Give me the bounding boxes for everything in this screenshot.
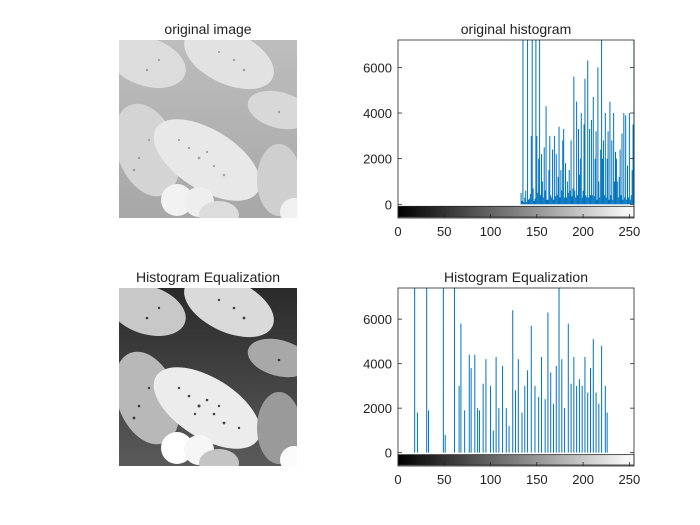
original-y-tick-label: 4000 <box>363 106 392 121</box>
original-y-tick-label: 0 <box>385 197 392 212</box>
equalized-image-title: Histogram Equalization <box>136 269 280 285</box>
original-x-tick-label: 200 <box>572 224 594 239</box>
original-image <box>119 40 297 218</box>
equalized-y-tick-label: 0 <box>385 446 392 461</box>
original-x-tick-label: 250 <box>619 224 641 239</box>
original-y-tick-label: 6000 <box>363 60 392 75</box>
equalized-image <box>119 288 297 466</box>
equalized-y-tick-label: 4000 <box>363 357 392 372</box>
original-x-tick-label: 100 <box>480 224 502 239</box>
equalized-x-tick-label: 250 <box>619 472 641 487</box>
equalized-x-tick-label: 100 <box>480 472 502 487</box>
equalized-image-panel: Histogram Equalization <box>119 269 297 466</box>
equalized-histogram-chart: Histogram Equalization 0 2000 4000 6000 0 50 1… <box>363 269 640 487</box>
original-histogram-colorbar <box>397 205 635 218</box>
original-histogram-chart: original histogram 0 2000 4000 6000 0 50 100 15… <box>363 21 640 239</box>
original-histogram-axes-box <box>397 39 635 219</box>
original-histogram-title: original histogram <box>461 21 572 37</box>
equalized-x-tick-label: 50 <box>437 472 451 487</box>
equalized-x-tick-label: 150 <box>526 472 548 487</box>
original-image-panel: original image <box>119 21 297 218</box>
original-x-tick-label: 50 <box>437 224 451 239</box>
equalized-y-tick-label: 2000 <box>363 401 392 416</box>
equalized-y-tick-label: 6000 <box>363 312 392 327</box>
original-x-tick-label: 150 <box>526 224 548 239</box>
original-x-tick-label: 0 <box>394 224 401 239</box>
original-image-title: original image <box>164 21 251 37</box>
equalized-x-tick-label: 0 <box>394 472 401 487</box>
equalized-histogram-axes-box <box>397 287 635 467</box>
equalized-histogram-title: Histogram Equalization <box>444 269 588 285</box>
equalized-histogram-colorbar <box>397 454 635 466</box>
equalized-x-tick-label: 200 <box>572 472 594 487</box>
original-y-tick-label: 2000 <box>363 152 392 167</box>
